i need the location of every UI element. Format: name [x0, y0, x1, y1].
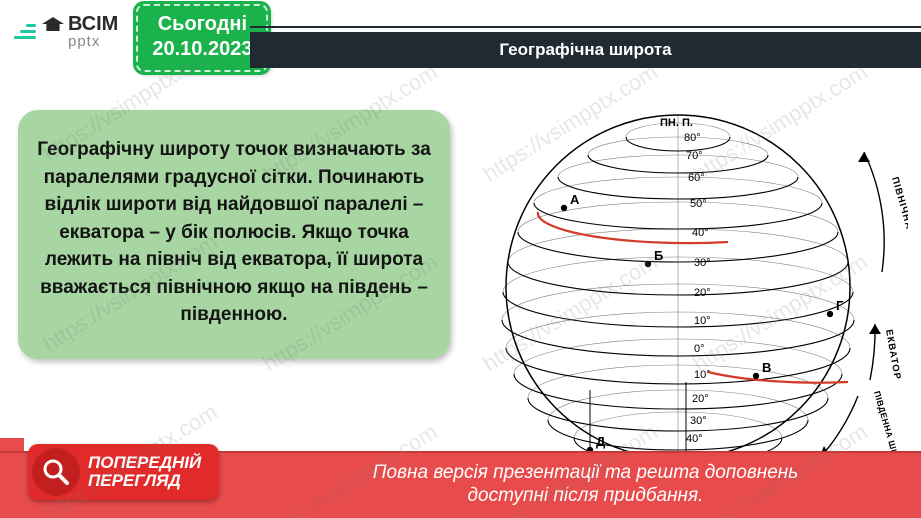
svg-text:30°: 30° [690, 415, 707, 427]
preview-badge: ПОПЕРЕДНІЙ ПЕРЕГЛЯД [28, 444, 219, 500]
svg-text:50°: 50° [690, 198, 707, 210]
title-bar-accent [250, 26, 921, 28]
svg-text:ЕКВАТОР: ЕКВАТОР [883, 329, 903, 381]
svg-text:ПН. П.: ПН. П. [660, 117, 693, 129]
magnifier-icon [32, 448, 80, 496]
svg-text:30°: 30° [694, 257, 711, 269]
date-badge-line2: 20.10.2023 [152, 37, 252, 62]
bottom-notice-line2: доступні після придбання. [260, 484, 911, 508]
svg-text:10°: 10° [694, 315, 711, 327]
bottom-notice-line1: Повна версія презентації та решта доповн… [260, 461, 911, 485]
logo-top-text: ВСІМ [68, 14, 118, 34]
svg-text:0°: 0° [694, 343, 705, 355]
logo: ВСІМ pptx [0, 0, 126, 49]
svg-text:80°: 80° [684, 132, 701, 144]
svg-text:А: А [570, 192, 580, 207]
date-badge: Сьогодні 20.10.2023 [136, 4, 268, 72]
graduation-cap-icon [42, 17, 64, 31]
svg-text:Д: Д [596, 434, 606, 449]
logo-text: ВСІМ pptx [42, 14, 118, 49]
preview-line2: ПЕРЕГЛЯД [88, 472, 201, 490]
logo-bottom-text: pptx [68, 34, 118, 49]
svg-text:40°: 40° [692, 227, 709, 239]
svg-text:60°: 60° [688, 172, 705, 184]
svg-text:40°: 40° [686, 433, 703, 445]
preview-line1: ПОПЕРЕДНІЙ [88, 454, 201, 472]
svg-text:Г: Г [836, 298, 844, 313]
globe-diagram: 80° 70° 60° 50° 40° 30° 20° 10° 0° 10° 20° 30° 40° ПН… [478, 92, 908, 472]
svg-text:70°: 70° [686, 150, 703, 162]
slide-title: Географічна широта [250, 32, 921, 68]
svg-text:ПІВНІЧНА ШИРОТА: ПІВНІЧНА ШИРОТА [889, 176, 908, 281]
svg-text:20°: 20° [694, 287, 711, 299]
content-panel: Географічну широту точок визначають за п… [18, 110, 450, 359]
date-badge-line1: Сьогодні [152, 12, 252, 37]
signal-icon [6, 17, 36, 47]
preview-text: ПОПЕРЕДНІЙ ПЕРЕГЛЯД [88, 454, 201, 490]
svg-text:Б: Б [654, 248, 663, 263]
svg-text:10°: 10° [694, 369, 711, 381]
svg-text:В: В [762, 360, 771, 375]
svg-text:20°: 20° [692, 393, 709, 405]
globe-svg: 80° 70° 60° 50° 40° 30° 20° 10° 0° 10° 20° 30° 40° ПН… [478, 92, 908, 472]
